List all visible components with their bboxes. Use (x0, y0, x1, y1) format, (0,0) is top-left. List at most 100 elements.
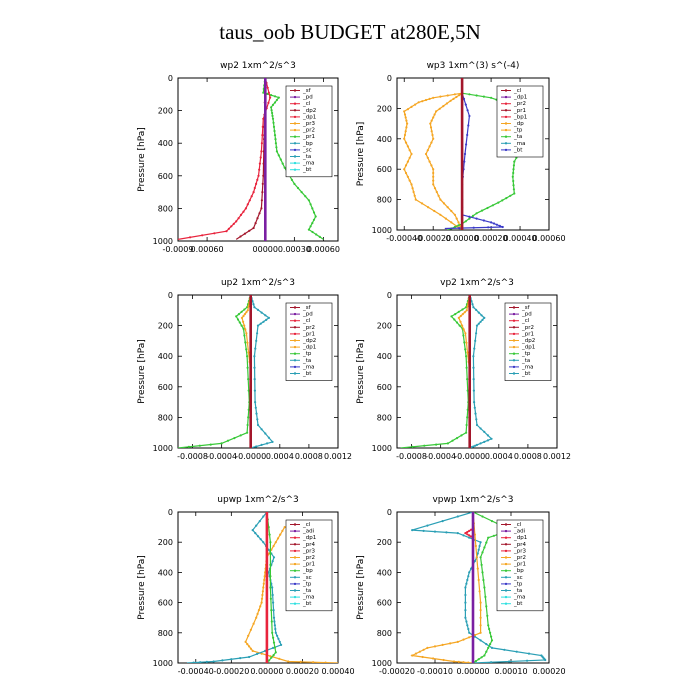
legend-marker (293, 602, 297, 605)
data-point (283, 166, 286, 169)
data-point (262, 586, 265, 589)
data-point (490, 635, 493, 638)
data-point (410, 105, 413, 108)
data-point (255, 616, 258, 619)
data-point (467, 124, 470, 127)
data-point (480, 563, 483, 567)
y-tick-label: 800 (377, 413, 392, 422)
data-point (461, 313, 464, 316)
x-tick-label: 0.0004 (485, 452, 513, 461)
panel-title: up2 1xm^2/s^3 (221, 278, 295, 288)
legend-label: _dp1 (521, 345, 535, 351)
legend-label: _pr1 (513, 108, 526, 114)
legend-marker (293, 102, 297, 105)
data-point (474, 339, 477, 342)
series-group (400, 295, 493, 448)
data-point (245, 311, 248, 314)
y-tick-label: 600 (158, 599, 173, 608)
data-point (479, 631, 482, 634)
data-point (262, 582, 265, 585)
x-tick-label: 0.0008 (514, 452, 542, 461)
series-group (178, 78, 324, 241)
data-point (239, 213, 243, 216)
legend-marker (293, 89, 297, 92)
data-point (479, 442, 482, 445)
legend-marker (512, 352, 516, 355)
data-point (464, 348, 467, 351)
legend-marker (512, 326, 516, 329)
data-point (481, 551, 484, 554)
legend-marker (504, 109, 508, 112)
data-point (274, 541, 277, 544)
data-point (466, 416, 469, 419)
data-point (463, 341, 466, 344)
data-point (246, 203, 249, 206)
legend-marker (293, 589, 297, 592)
x-tick-label: -0.0008 (177, 452, 208, 461)
data-point (483, 430, 486, 433)
data-point (464, 609, 467, 612)
x-tick-label: -0.00020 (379, 667, 415, 676)
legend-marker (293, 128, 297, 132)
plot-frame (177, 77, 339, 242)
data-point (483, 546, 486, 549)
data-point (498, 224, 501, 227)
legend-label: _sc (513, 575, 523, 581)
data-point (459, 320, 462, 323)
data-point (404, 130, 407, 133)
y-tick-label: 1000 (153, 237, 173, 246)
data-point (242, 320, 245, 323)
panel-title: upwp 1xm^2/s^3 (217, 495, 298, 505)
legend-label: _ma (513, 595, 525, 601)
data-point (255, 412, 258, 415)
data-point (230, 225, 233, 228)
data-point (468, 636, 471, 639)
data-point (456, 532, 459, 535)
data-point (209, 443, 212, 446)
data-point (230, 658, 233, 661)
data-point (486, 439, 489, 442)
data-point (261, 593, 264, 597)
data-point (262, 174, 265, 177)
data-point (269, 597, 272, 600)
data-point (455, 437, 459, 440)
data-point (474, 412, 477, 415)
data-point (272, 609, 275, 612)
x-tick-label: 0.00000 (456, 667, 489, 676)
data-point (438, 107, 441, 110)
data-point (430, 130, 433, 133)
data-point (247, 634, 250, 637)
data-point (307, 199, 310, 202)
y-tick-label: 800 (377, 196, 392, 205)
x-tick-label: 0.00000 (250, 667, 283, 676)
data-point (299, 660, 302, 663)
data-point (272, 544, 275, 548)
data-point (243, 313, 246, 316)
data-point (473, 406, 476, 409)
data-point (453, 318, 456, 321)
data-point (312, 661, 315, 663)
legend-label: _sc (302, 575, 312, 581)
legend-label: _pd (302, 312, 313, 318)
data-point (480, 656, 483, 659)
data-point (242, 314, 245, 318)
legend-marker (293, 95, 297, 99)
legend-label: _ta (302, 588, 311, 594)
data-point (418, 650, 421, 653)
data-point (466, 408, 469, 411)
data-point (260, 199, 263, 202)
data-point (442, 105, 445, 108)
data-point (458, 227, 461, 230)
x-tick-label: 0.00060 (307, 245, 340, 254)
data-point (482, 578, 485, 582)
data-point (267, 436, 270, 439)
data-point (411, 445, 414, 448)
y-tick-label: 0 (387, 291, 392, 300)
x-tick-label: 00000 (253, 245, 278, 254)
panel-title: vp2 1xm^2/s^3 (440, 278, 514, 288)
data-point (457, 224, 460, 227)
data-point (312, 211, 316, 214)
data-point (269, 586, 272, 589)
data-point (464, 332, 467, 335)
data-point (544, 658, 547, 662)
